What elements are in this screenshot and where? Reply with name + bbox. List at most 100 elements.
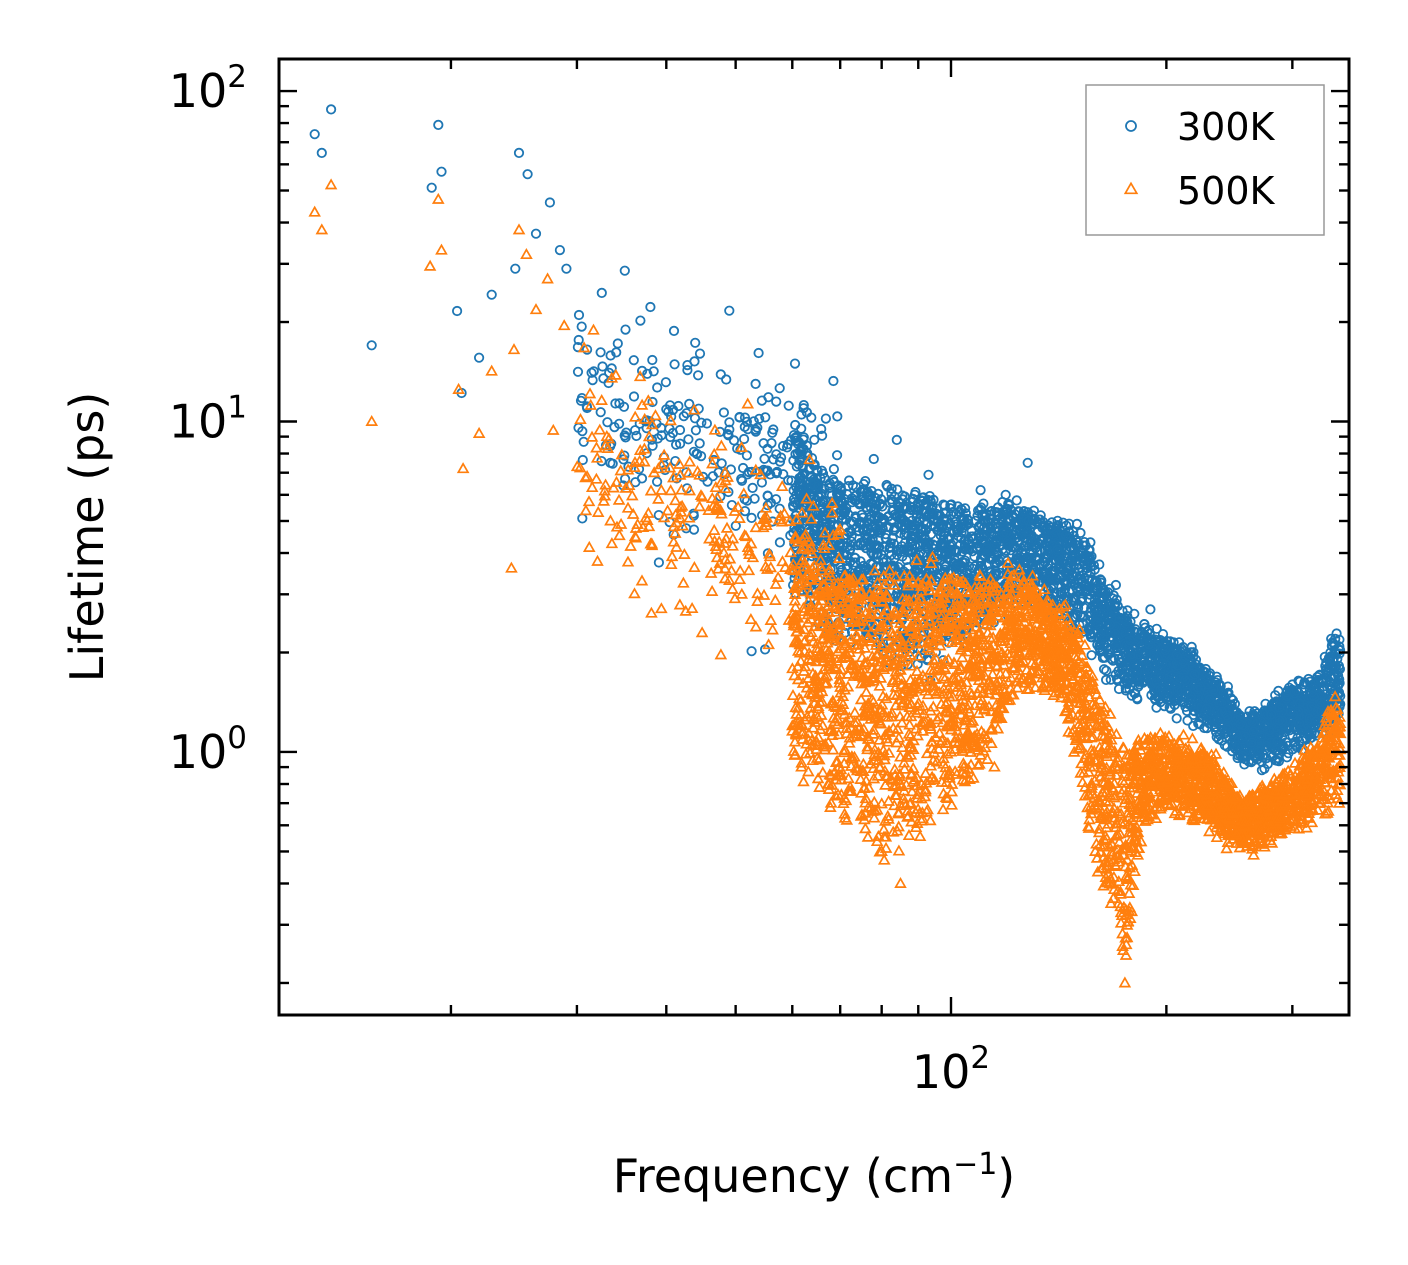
data-point-300k xyxy=(715,369,726,380)
data-point-300k xyxy=(684,398,695,409)
data-point-300k xyxy=(732,443,743,454)
data-point-300k xyxy=(682,364,693,376)
data-point-300k xyxy=(820,413,832,424)
data-point-300k xyxy=(688,446,700,457)
data-point-300k xyxy=(663,406,674,417)
data-point-300k xyxy=(433,119,444,131)
data-point-300k xyxy=(746,646,757,657)
data-point-300k xyxy=(796,409,807,420)
data-point-300k xyxy=(771,396,782,407)
data-point-300k xyxy=(831,450,843,461)
data-point-300k xyxy=(1164,702,1175,713)
data-point-300k xyxy=(697,471,709,482)
data-point-300k xyxy=(544,197,556,208)
data-point-300k xyxy=(605,457,616,468)
data-point-300k xyxy=(309,129,320,140)
data-point-300k xyxy=(1182,715,1193,726)
data-point-300k xyxy=(642,368,653,379)
data-point-300k xyxy=(975,484,986,496)
data-point-300k xyxy=(696,417,707,428)
data-point-300k xyxy=(752,422,763,433)
data-point-300k xyxy=(1294,676,1305,687)
data-point-300k xyxy=(667,404,679,415)
data-point-300k xyxy=(683,434,694,445)
data-point-300k xyxy=(783,400,794,411)
data-point-300k xyxy=(631,430,642,441)
data-point-300k xyxy=(762,500,773,511)
data-point-300k xyxy=(763,392,774,403)
data-point-300k xyxy=(486,289,497,300)
data-point-300k xyxy=(635,315,646,326)
data-point-300k xyxy=(618,401,630,412)
data-point-300k xyxy=(618,454,629,465)
data-point-300k xyxy=(1086,650,1097,661)
data-point-300k xyxy=(1099,664,1110,675)
data-point-300k xyxy=(893,561,904,573)
data-point-300k xyxy=(628,391,640,402)
data-point-300k xyxy=(630,477,641,488)
data-point-300k xyxy=(847,480,859,491)
data-point-300k xyxy=(587,374,598,386)
data-point-300k xyxy=(1011,495,1022,506)
data-point-300k xyxy=(530,228,542,239)
data-point-300k xyxy=(611,347,622,358)
data-point-300k xyxy=(747,482,758,493)
data-point-300k xyxy=(760,412,771,423)
data-point-300k xyxy=(774,456,786,467)
data-point-300k xyxy=(668,325,680,336)
data-point-300k xyxy=(316,147,327,158)
data-point-300k xyxy=(1331,628,1342,639)
data-point-300k xyxy=(619,265,630,276)
data-point-300k xyxy=(513,147,525,158)
data-point-300k xyxy=(768,454,779,465)
data-point-300k xyxy=(576,321,587,332)
data-point-300k xyxy=(578,436,589,447)
data-point-300k xyxy=(690,425,702,436)
data-point-300k xyxy=(724,424,735,435)
data-point-300k xyxy=(605,350,616,361)
data-point-300k xyxy=(816,430,828,441)
data-point-300k xyxy=(688,524,700,535)
data-point-300k xyxy=(721,374,732,385)
data-point-300k xyxy=(678,411,689,422)
data-point-300k xyxy=(806,412,817,423)
data-point-300k xyxy=(629,425,641,436)
data-point-300k xyxy=(573,309,585,321)
data-point-300k xyxy=(796,423,807,434)
data-point-300k xyxy=(771,466,783,477)
data-point-300k xyxy=(738,433,750,445)
data-point-300k xyxy=(451,305,463,317)
data-point-300k xyxy=(598,373,609,384)
data-point-300k xyxy=(667,427,679,439)
data-point-300k xyxy=(767,427,778,438)
data-point-300k xyxy=(774,383,785,394)
data-point-300k xyxy=(701,418,713,429)
data-point-300k xyxy=(1171,713,1182,724)
data-point-300k xyxy=(651,476,663,487)
data-point-300k xyxy=(762,490,773,501)
data-point-300k xyxy=(828,375,839,387)
data-point-300k xyxy=(868,453,879,465)
data-point-300k xyxy=(739,421,750,432)
data-point-300k xyxy=(707,471,719,482)
data-point-300k xyxy=(666,411,677,422)
data-point-300k xyxy=(436,166,447,177)
data-point-300k xyxy=(648,366,659,377)
data-point-300k xyxy=(694,438,705,449)
data-point-300k xyxy=(613,418,625,429)
data-point-300k xyxy=(692,370,704,381)
data-point-300k xyxy=(572,366,584,377)
data-point-300k xyxy=(595,407,606,418)
data-point-300k xyxy=(694,348,706,359)
data-point-300k xyxy=(690,337,701,348)
data-point-300k xyxy=(597,361,608,372)
data-point-300k xyxy=(718,407,730,418)
data-point-300k xyxy=(325,104,337,115)
data-point-300k xyxy=(816,423,827,435)
data-point-300k xyxy=(620,324,631,335)
data-point-300k xyxy=(366,340,377,351)
data-point-300k xyxy=(1165,703,1176,714)
data-point-300k xyxy=(426,182,437,193)
data-point-300k xyxy=(621,427,632,438)
